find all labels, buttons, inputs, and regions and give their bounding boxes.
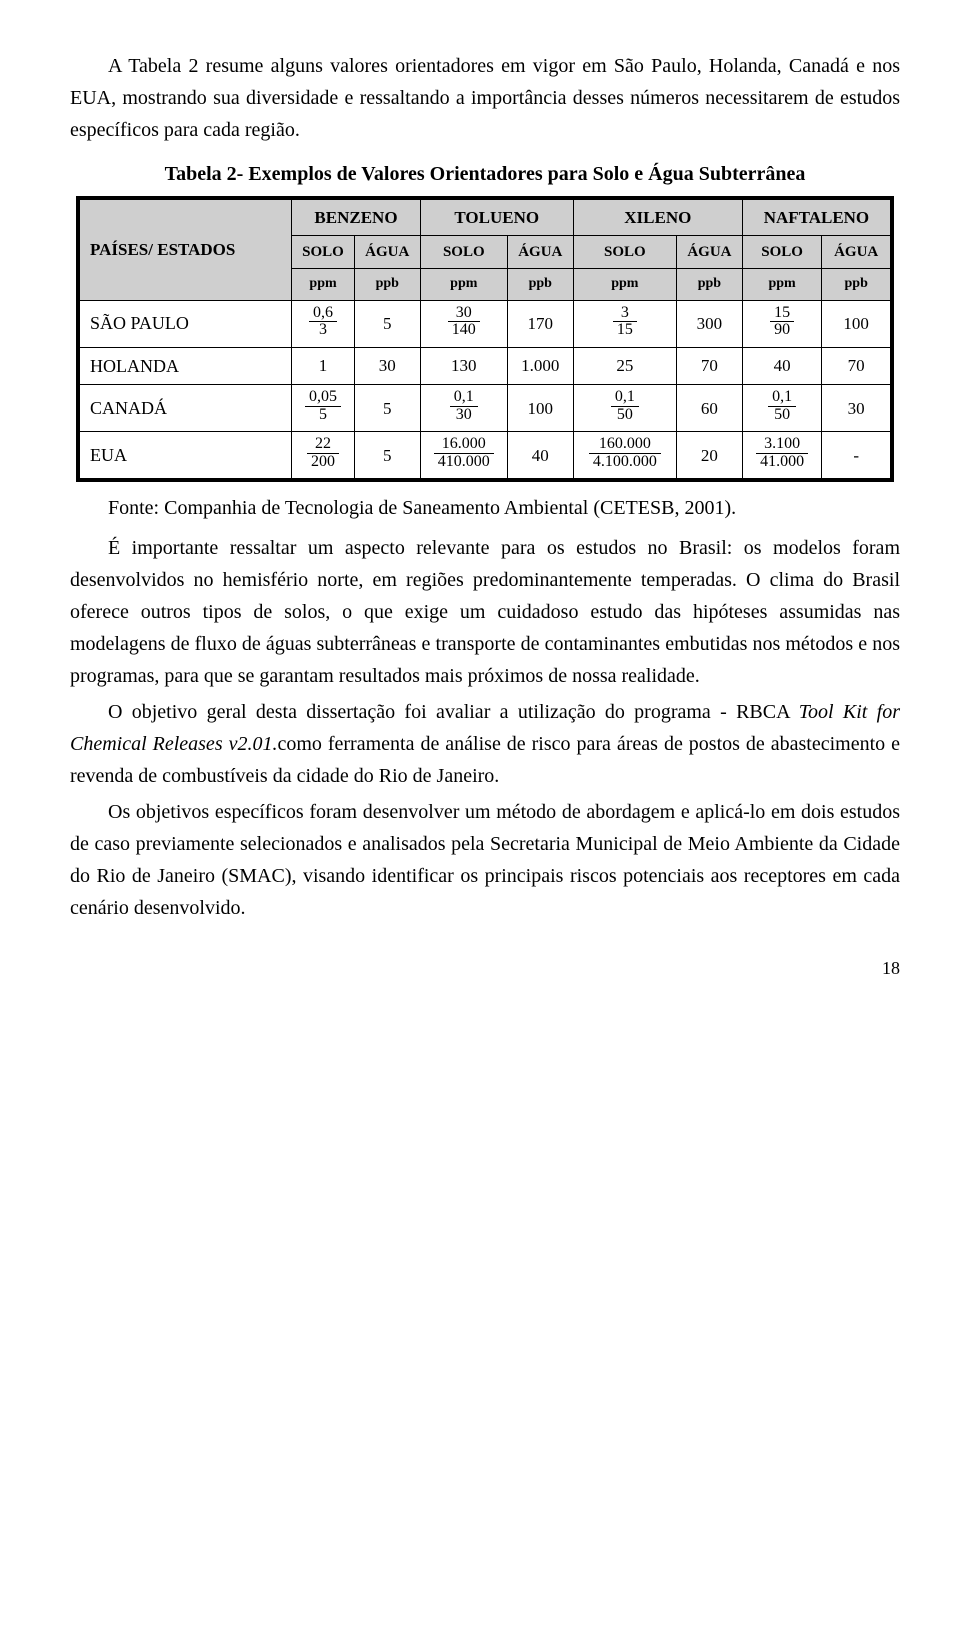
table-cell: 40: [507, 432, 573, 479]
table-row: CANADÁ0,05550,1301000,150600,15030: [80, 385, 891, 432]
para3a: O objetivo geral desta dissertação foi a…: [108, 701, 799, 723]
table-cell: 3.10041.000: [742, 432, 822, 479]
table-row: EUA22200516.000410.00040160.0004.100.000…: [80, 432, 891, 479]
table-cell: 0,150: [573, 385, 676, 432]
table-cell: 40: [742, 347, 822, 385]
paragraph-2: É importante ressaltar um aspecto releva…: [70, 532, 900, 692]
table-cell: -: [822, 432, 891, 479]
row-name: CANADÁ: [80, 385, 292, 432]
table-cell: 0,150: [742, 385, 822, 432]
table-cell: 300: [676, 300, 742, 347]
chem-head-0: BENZENO: [292, 200, 420, 236]
values-table: PAÍSES/ ESTADOS BENZENO TOLUENO XILENO N…: [79, 199, 891, 479]
table-cell: 100: [507, 385, 573, 432]
table-cell: 5: [354, 300, 420, 347]
table-cell: 100: [822, 300, 891, 347]
page-number: 18: [70, 954, 900, 983]
paragraph-4: Os objetivos específicos foram desenvolv…: [70, 796, 900, 924]
row-name: HOLANDA: [80, 347, 292, 385]
table-cell: 30: [822, 385, 891, 432]
row-name: EUA: [80, 432, 292, 479]
table-cell: 70: [822, 347, 891, 385]
table-cell: 30140: [420, 300, 507, 347]
table-cell: 60: [676, 385, 742, 432]
table-caption: Tabela 2- Exemplos de Valores Orientador…: [70, 158, 900, 190]
table-cell: 170: [507, 300, 573, 347]
table-cell: 70: [676, 347, 742, 385]
countries-header: PAÍSES/ ESTADOS: [80, 200, 292, 301]
table-cell: 30: [354, 347, 420, 385]
table-cell: 5: [354, 385, 420, 432]
table-row: SÃO PAULO0,635301401703153001590100: [80, 300, 891, 347]
table-cell: 160.0004.100.000: [573, 432, 676, 479]
chem-head-1: TOLUENO: [420, 200, 573, 236]
row-name: SÃO PAULO: [80, 300, 292, 347]
table-cell: 1: [292, 347, 355, 385]
table-cell: 20: [676, 432, 742, 479]
table-cell: 16.000410.000: [420, 432, 507, 479]
table-cell: 0,130: [420, 385, 507, 432]
table-wrapper: PAÍSES/ ESTADOS BENZENO TOLUENO XILENO N…: [76, 196, 894, 482]
table-cell: 0,63: [292, 300, 355, 347]
table-body: SÃO PAULO0,635301401703153001590100HOLAN…: [80, 300, 891, 479]
paragraph-3: O objetivo geral desta dissertação foi a…: [70, 696, 900, 792]
chem-head-2: XILENO: [573, 200, 742, 236]
table-cell: 130: [420, 347, 507, 385]
paragraph-1: A Tabela 2 resume alguns valores orienta…: [70, 50, 900, 146]
table-cell: 1.000: [507, 347, 573, 385]
table-source: Fonte: Companhia de Tecnologia de Saneam…: [70, 492, 900, 524]
table-cell: 0,055: [292, 385, 355, 432]
chem-head-3: NAFTALENO: [742, 200, 890, 236]
table-cell: 25: [573, 347, 676, 385]
table-cell: 315: [573, 300, 676, 347]
table-cell: 1590: [742, 300, 822, 347]
table-cell: 22200: [292, 432, 355, 479]
table-row: HOLANDA1301301.00025704070: [80, 347, 891, 385]
table-cell: 5: [354, 432, 420, 479]
